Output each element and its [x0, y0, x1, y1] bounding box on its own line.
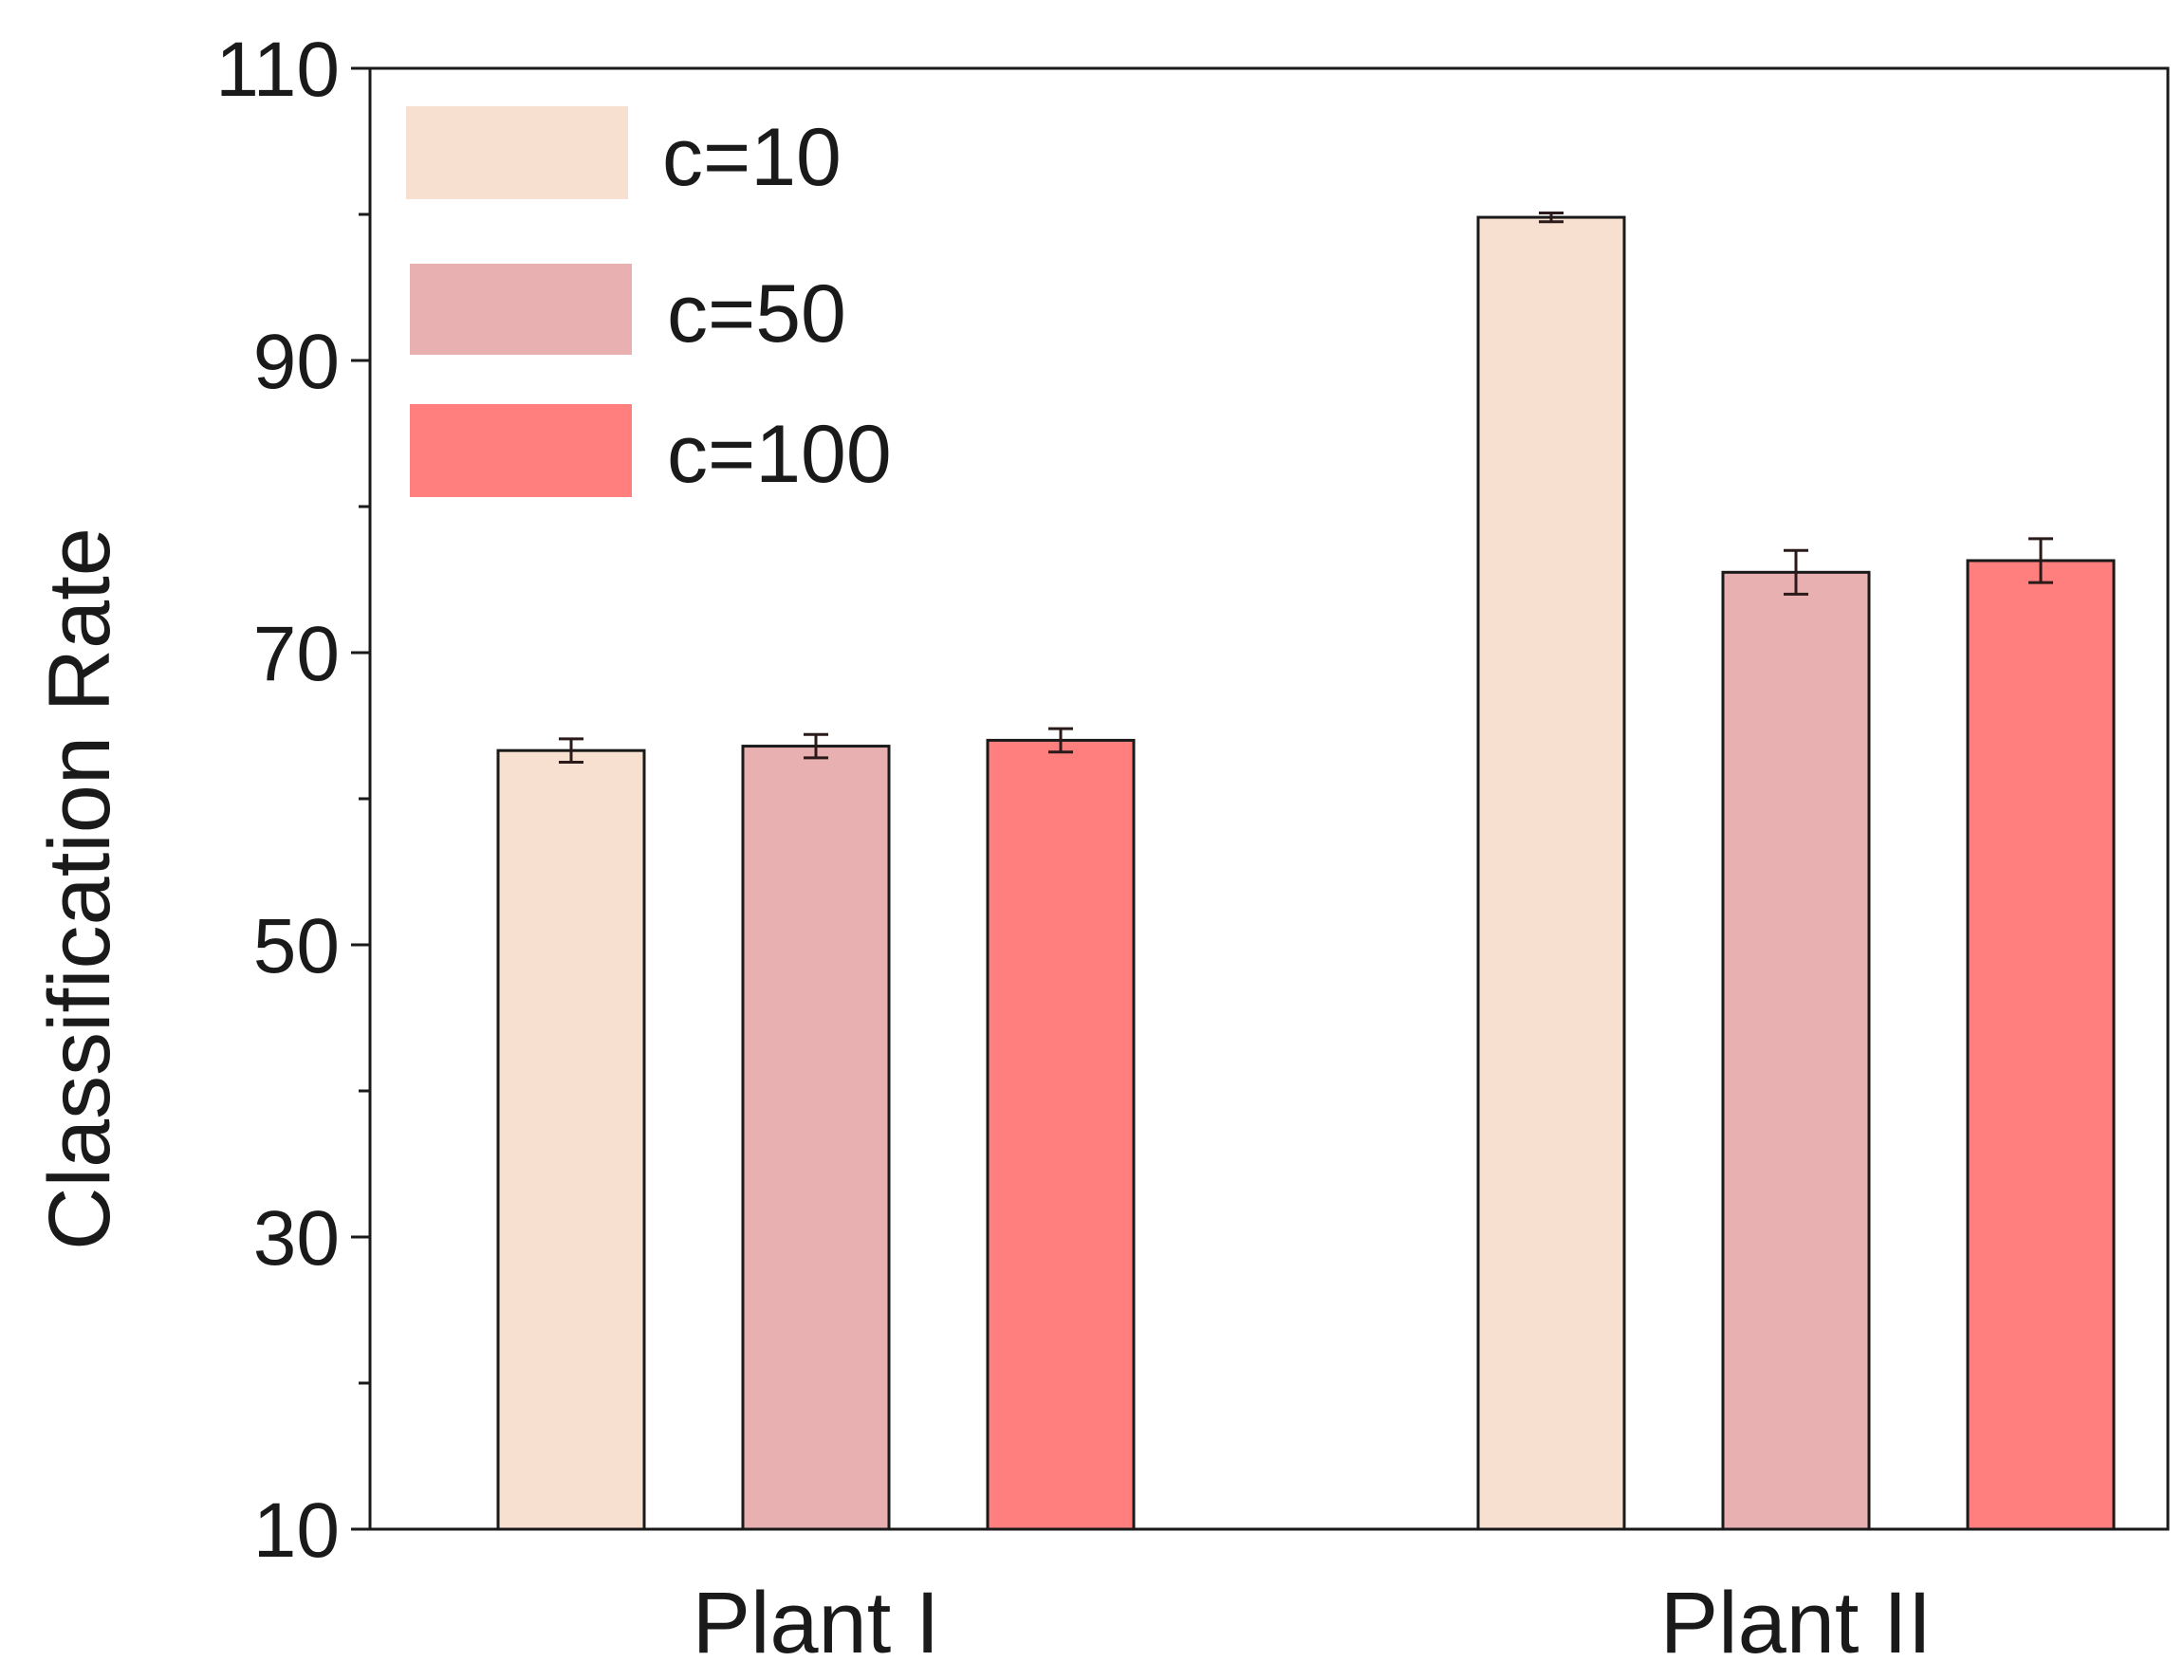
y-tick-label: 110 — [215, 27, 340, 113]
x-axis: Plant I Plant II — [693, 1575, 1933, 1671]
legend-swatch — [410, 404, 632, 497]
bar-c50-plant-i — [741, 745, 891, 1531]
y-tick-label: 30 — [253, 1195, 340, 1282]
y-tick-label: 10 — [253, 1487, 340, 1574]
error-bars-layer — [559, 211, 2053, 764]
legend-label: c=100 — [667, 409, 892, 500]
y-axis-label: Classification Rate — [31, 527, 128, 1250]
y-tick-label: 90 — [253, 319, 340, 405]
bar-c50-plant-ii — [1721, 570, 1871, 1531]
x-tick-label: Plant I — [693, 1575, 940, 1671]
legend-swatch — [406, 106, 628, 199]
bar-c10-plant-i — [496, 748, 646, 1531]
bar-c100-plant-ii — [1966, 559, 2116, 1531]
bar-c10-plant-ii — [1476, 215, 1626, 1531]
legend: c=10 c=50 c=100 — [406, 106, 892, 500]
bar-c100-plant-i — [986, 738, 1136, 1531]
y-tick-label: 70 — [253, 611, 340, 697]
bars-layer — [496, 215, 2116, 1531]
y-axis: 10 30 50 70 90 110 — [215, 27, 370, 1574]
legend-label: c=10 — [662, 112, 842, 203]
x-tick-label: Plant II — [1660, 1575, 1932, 1671]
legend-label: c=50 — [667, 268, 846, 360]
y-tick-label: 50 — [253, 903, 340, 989]
legend-swatch — [410, 264, 632, 355]
